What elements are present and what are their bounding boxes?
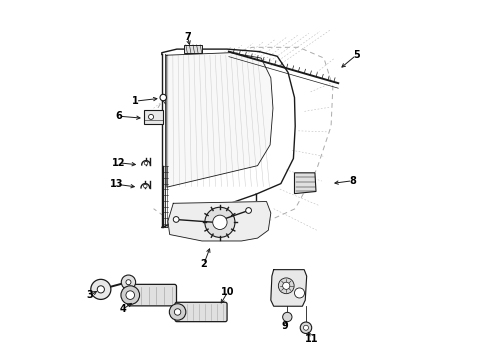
Circle shape	[283, 282, 290, 289]
Text: 3: 3	[87, 291, 94, 301]
Text: 1: 1	[132, 96, 139, 106]
Text: 2: 2	[200, 259, 207, 269]
Circle shape	[170, 304, 186, 320]
Text: 6: 6	[115, 111, 122, 121]
Bar	[184, 45, 202, 53]
Circle shape	[91, 279, 111, 300]
Circle shape	[126, 280, 131, 285]
Polygon shape	[168, 202, 271, 241]
Circle shape	[300, 322, 312, 333]
Text: 7: 7	[184, 32, 191, 42]
Circle shape	[213, 215, 227, 229]
Text: 13: 13	[110, 179, 123, 189]
Circle shape	[144, 161, 148, 165]
Polygon shape	[271, 270, 307, 306]
Circle shape	[144, 184, 147, 188]
Text: 11: 11	[305, 333, 318, 343]
Circle shape	[283, 312, 292, 321]
Circle shape	[294, 288, 304, 298]
Text: 8: 8	[349, 176, 356, 186]
Polygon shape	[294, 173, 316, 194]
Bar	[144, 110, 163, 125]
Text: 12: 12	[112, 158, 125, 168]
Text: 5: 5	[353, 50, 360, 60]
Text: 4: 4	[120, 304, 126, 314]
Circle shape	[121, 286, 140, 305]
FancyBboxPatch shape	[175, 302, 227, 321]
Circle shape	[148, 114, 153, 120]
Text: 10: 10	[221, 287, 235, 297]
Circle shape	[245, 208, 251, 213]
Circle shape	[303, 325, 309, 330]
Circle shape	[174, 309, 181, 315]
Circle shape	[278, 278, 294, 294]
FancyBboxPatch shape	[127, 284, 176, 306]
Circle shape	[173, 217, 179, 222]
Text: 9: 9	[282, 321, 289, 331]
Circle shape	[122, 275, 136, 289]
Circle shape	[126, 291, 135, 300]
Polygon shape	[167, 53, 273, 187]
Circle shape	[97, 286, 104, 293]
Circle shape	[160, 94, 167, 101]
Circle shape	[205, 207, 235, 237]
